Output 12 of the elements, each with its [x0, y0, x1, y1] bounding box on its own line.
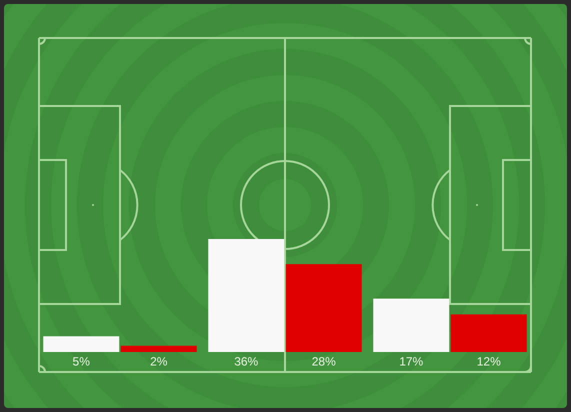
bar	[286, 264, 362, 352]
data-label: 5%	[72, 354, 90, 368]
data-label: 36%	[234, 354, 259, 368]
data-label: 17%	[399, 354, 424, 368]
data-label: 2%	[150, 354, 168, 368]
bar	[208, 238, 284, 352]
bar	[373, 298, 450, 352]
bar	[450, 314, 527, 352]
data-label: 12%	[476, 354, 502, 368]
data-label: 28%	[312, 354, 336, 368]
bar	[120, 346, 197, 352]
bar	[43, 336, 120, 352]
